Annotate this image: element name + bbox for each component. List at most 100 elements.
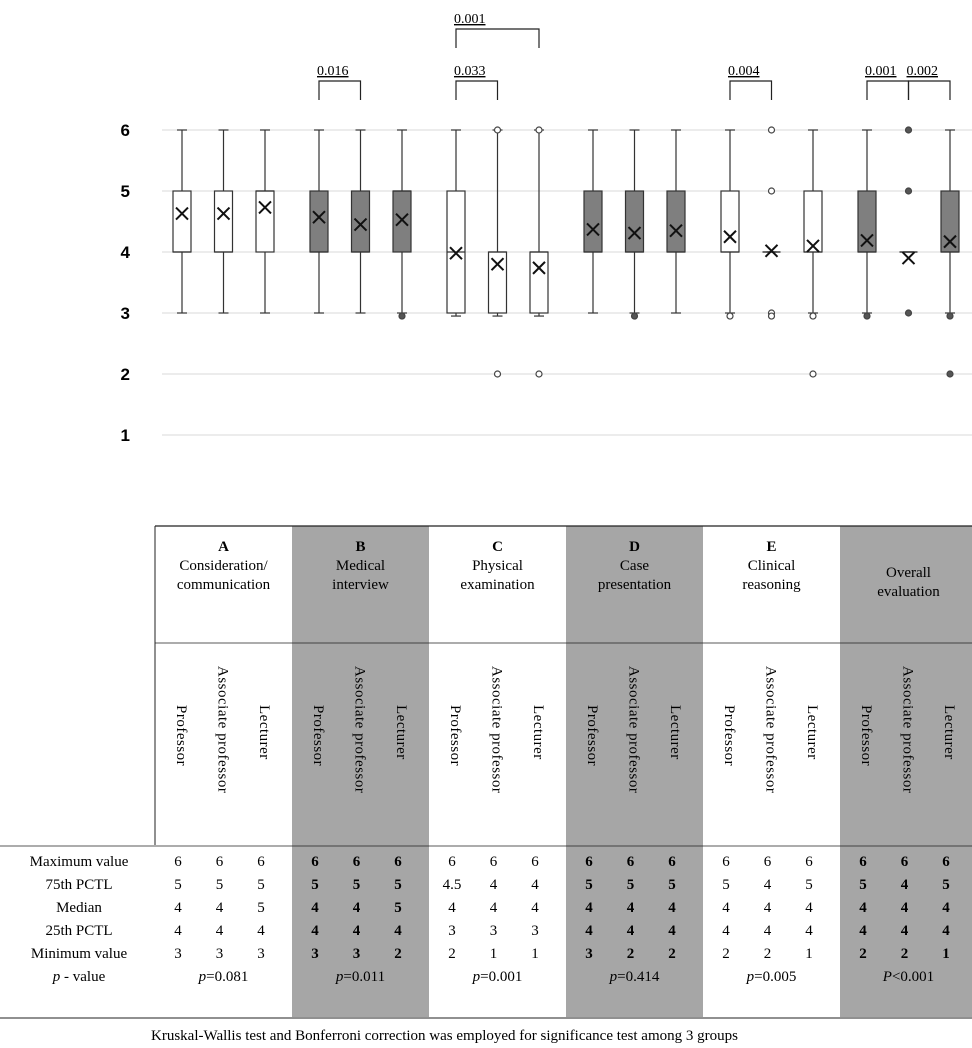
table-cell: 4: [448, 900, 456, 916]
box-body: [529, 251, 549, 314]
significance-label: 0.033: [454, 64, 486, 79]
group-header: Consideration/: [179, 558, 268, 574]
table-cell: 5: [585, 877, 593, 893]
table-cell: 4: [722, 900, 730, 916]
y-axis-ticks: 1 2 3 4 5 6: [121, 121, 131, 445]
p-value: p=0.081: [198, 969, 249, 985]
group-header: Clinical: [748, 558, 796, 574]
subgroup-label: Professor: [447, 705, 463, 766]
subgroup-label: Professor: [721, 705, 737, 766]
table-cell: 1: [805, 946, 813, 962]
table-cell: 4: [805, 923, 813, 939]
y-tick-label: 6: [121, 121, 130, 140]
mean-marker: [312, 210, 326, 224]
p-prefix: p: [609, 969, 618, 985]
mean-marker: [901, 251, 916, 265]
subgroup-label: Lecturer: [530, 705, 546, 760]
table-cell: 5: [627, 877, 635, 893]
mean-marker: [353, 217, 368, 232]
table-cell: 6: [311, 854, 319, 870]
table-cell: 4: [901, 923, 909, 939]
mean-marker: [532, 261, 546, 275]
box-6: [446, 129, 466, 317]
box-13: [762, 126, 781, 320]
footnote: Kruskal-Wallis test and Bonferroni corre…: [151, 1028, 738, 1044]
p-number: =0.081: [206, 969, 248, 985]
subgroup-label: Lecturer: [941, 705, 957, 760]
table-cell: 2: [859, 946, 867, 962]
table-cell: 6: [627, 854, 635, 870]
p-number: <0.001: [892, 969, 934, 985]
table-cell: 6: [668, 854, 676, 870]
box-15: [857, 129, 877, 320]
box-16: [899, 126, 918, 317]
significance-label: 0.002: [907, 64, 939, 79]
p-prefix: p: [746, 969, 755, 985]
outlier-point: [767, 187, 776, 195]
table-cell: 5: [216, 877, 224, 893]
p-prefix: p: [335, 969, 344, 985]
significance-bracket: [455, 80, 499, 100]
table-cell: 5: [257, 877, 265, 893]
table-cell: 3: [257, 946, 265, 962]
p-value: p=0.005: [746, 969, 797, 985]
subgroup-label: Professor: [584, 705, 600, 766]
table-cell: 3: [311, 946, 319, 962]
subgroup-label: Associate professor: [626, 666, 642, 793]
subgroup-label: Associate professor: [215, 666, 231, 793]
table-cell: 4: [531, 877, 539, 893]
table-cell: 4.5: [443, 877, 462, 893]
outlier-point: [809, 312, 817, 320]
p-number: =0.005: [754, 969, 796, 985]
box-body: [487, 251, 508, 314]
table-cell: 5: [805, 877, 813, 893]
summary-table: A Consideration/communication Professor Ass…: [0, 525, 972, 1044]
y-tick-label: 3: [121, 304, 130, 323]
shaded-column-1: [292, 526, 429, 1017]
outlier-point: [398, 312, 406, 320]
table-cell: 5: [722, 877, 730, 893]
table-cell: 2: [722, 946, 730, 962]
mean-marker: [723, 230, 737, 244]
table-cell: 2: [448, 946, 456, 962]
table-cell: 6: [722, 854, 730, 870]
group-header: Overall: [886, 565, 931, 581]
table-cell: 6: [942, 854, 950, 870]
significance-bracket: [729, 80, 773, 100]
row-label-pvalue: p - value: [52, 969, 106, 985]
significance-label: 0.001: [865, 64, 897, 79]
box-body: [309, 190, 329, 253]
mean-marker: [627, 226, 642, 240]
group-header: examination: [460, 577, 535, 593]
table-cell: 4: [668, 923, 676, 939]
box-7: [487, 126, 508, 378]
table-cell: 6: [585, 854, 593, 870]
y-tick-label: 4: [121, 243, 131, 262]
box-series: [172, 126, 960, 378]
box-body: [350, 190, 371, 253]
table-cell: 3: [531, 923, 539, 939]
outlier-point: [904, 187, 913, 195]
gridlines: [162, 129, 972, 436]
box-14: [803, 129, 823, 378]
table-cell: 5: [859, 877, 867, 893]
box-body: [666, 190, 686, 253]
mean-marker: [669, 223, 683, 238]
box-body: [255, 190, 275, 253]
table-cell: 2: [901, 946, 909, 962]
table-cell: 5: [353, 877, 361, 893]
table-cell: 5: [174, 877, 182, 893]
significance-brackets: 0.016 0.033 0.001 0.004 0.001 0.002: [317, 12, 951, 100]
table-cell: 4: [353, 923, 361, 939]
p-value: P<0.001: [882, 969, 934, 985]
table-cell: 6: [448, 854, 456, 870]
p-value: p=0.001: [472, 969, 523, 985]
mean-marker: [175, 206, 189, 221]
table-cell: 6: [394, 854, 402, 870]
group-header: E: [766, 539, 776, 555]
table-cell: 1: [490, 946, 498, 962]
box-12: [720, 129, 740, 320]
subgroup-label: Associate professor: [763, 666, 779, 793]
p-value: p=0.414: [609, 969, 660, 985]
table-cell: 4: [722, 923, 730, 939]
